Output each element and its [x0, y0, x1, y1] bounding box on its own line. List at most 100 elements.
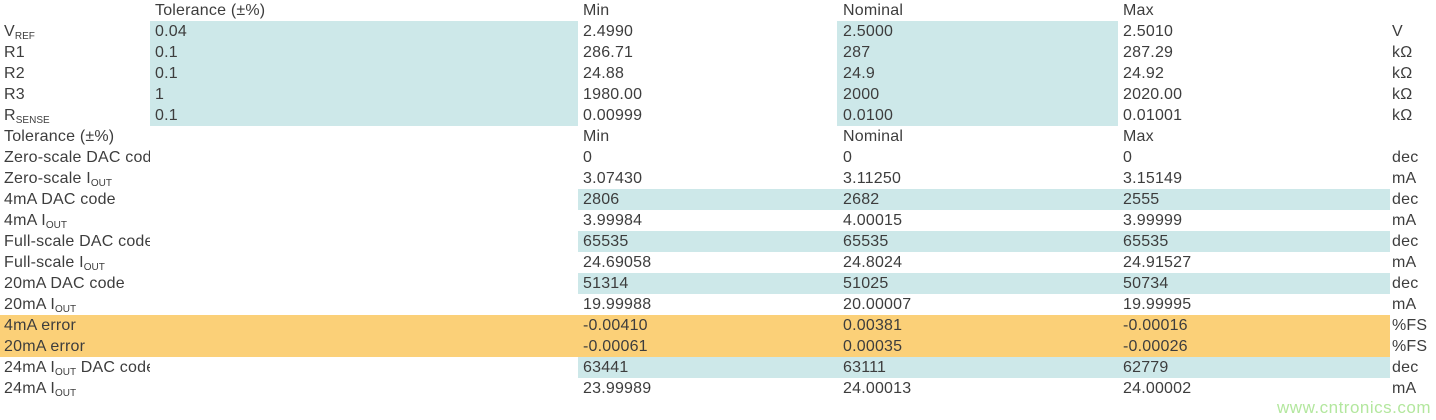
column-header-nominal: Nominal — [843, 2, 904, 19]
cell-label: R3 — [4, 86, 25, 103]
column-header-unit — [1390, 126, 1436, 147]
column-header-min: Min — [583, 128, 610, 145]
label-text: 4mA I — [4, 212, 46, 229]
subscript: SENSE — [15, 115, 50, 126]
table-row-r1: R1 0.1 286.71 287 287.29 kΩ — [0, 42, 1436, 63]
column-header-tolerance — [150, 126, 578, 147]
label-text: 24mA I — [4, 380, 56, 397]
table-row-vref: VREF 0.04 2.4990 2.5000 2.5010 V — [0, 21, 1436, 42]
column-header-unit — [1390, 0, 1436, 21]
cell-unit: %FS — [1392, 338, 1428, 355]
cell-min: 23.99989 — [583, 380, 652, 397]
cell-max: 3.15149 — [1123, 170, 1183, 187]
cell-nominal: 0 — [843, 149, 853, 166]
cell-label: 20mA DAC code — [4, 275, 125, 292]
cell-nominal: 65535 — [837, 231, 1118, 252]
cell-nominal: 2682 — [837, 189, 1118, 210]
cell-unit: mA — [1392, 170, 1417, 187]
cell-tolerance: 1 — [150, 84, 578, 105]
cell-unit: dec — [1392, 233, 1419, 250]
table-row-r3: R3 1 1980.00 2000 2020.00 kΩ — [0, 84, 1436, 105]
column-header-label — [0, 0, 150, 21]
label-text: 24mA I — [4, 359, 56, 376]
cell-min: 2.4990 — [583, 23, 634, 40]
table-row-r2: R2 0.1 24.88 24.9 24.92 kΩ — [0, 63, 1436, 84]
cell-min: 1980.00 — [583, 86, 643, 103]
cell-nominal: 51025 — [837, 273, 1118, 294]
subscript: OUT — [83, 262, 105, 273]
cell-nominal: 2.5000 — [837, 21, 1118, 42]
column-header-label: Tolerance (±%) — [4, 128, 115, 145]
cell-tolerance: 0.1 — [150, 42, 578, 63]
table-row-4ma-iout: 4mA IOUT 3.99984 4.00015 3.99999 mA — [0, 210, 1436, 231]
cell-min: 286.71 — [583, 44, 634, 61]
cell-min: -0.00061 — [578, 336, 837, 357]
cell-unit: mA — [1392, 380, 1417, 397]
column-header-max: Max — [1123, 128, 1154, 145]
column-header-max: Max — [1123, 2, 1154, 19]
cell-tolerance: 0.1 — [150, 105, 578, 126]
cell-label: Zero-scale DAC code — [4, 149, 150, 166]
table-row-20ma-iout: 20mA IOUT 19.99988 20.00007 19.99995 mA — [0, 294, 1436, 315]
cell-max: 24.91527 — [1123, 254, 1192, 271]
cell-min: 63441 — [578, 357, 837, 378]
subscript: OUT — [55, 304, 77, 315]
cell-nominal: 0.00381 — [837, 315, 1118, 336]
cell-tolerance — [150, 357, 578, 378]
cell-label: Full-scale DAC code — [4, 233, 150, 250]
cell-min: 24.69058 — [583, 254, 652, 271]
cell-tolerance — [150, 189, 578, 210]
cell-unit: mA — [1392, 212, 1417, 229]
subscript: REF — [14, 31, 35, 42]
cell-tolerance — [150, 315, 578, 336]
cell-max: 65535 — [1118, 231, 1390, 252]
cell-max: 24.00002 — [1123, 380, 1192, 397]
table-row-4ma-dac-code: 4mA DAC code 2806 2682 2555 dec — [0, 189, 1436, 210]
cell-min: 3.99984 — [583, 212, 643, 229]
cell-min: 0 — [583, 149, 593, 166]
cell-nominal: 287 — [837, 42, 1118, 63]
cell-label: Full-scale IOUT — [0, 252, 150, 273]
cell-unit: mA — [1392, 296, 1417, 313]
watermark: www.cntronics.com — [1277, 398, 1431, 417]
cell-label: Zero-scale IOUT — [0, 168, 150, 189]
cell-tolerance — [150, 273, 578, 294]
cell-label: 24mA IOUT DAC code — [0, 357, 150, 378]
cell-unit: %FS — [1392, 317, 1428, 334]
label-text: Full-scale I — [4, 254, 84, 271]
cell-unit: dec — [1392, 191, 1419, 208]
cell-tolerance — [150, 210, 578, 231]
subscript: OUT — [55, 367, 77, 378]
cell-nominal: 24.00013 — [843, 380, 912, 397]
cell-min: 3.07430 — [583, 170, 643, 187]
cell-nominal: 3.11250 — [843, 170, 902, 187]
cell-unit: dec — [1392, 149, 1419, 166]
cell-tolerance — [150, 294, 578, 315]
cell-tolerance: 0.04 — [150, 21, 578, 42]
cell-max: -0.00016 — [1118, 315, 1390, 336]
cell-min: 24.88 — [583, 65, 625, 82]
table-row-zero-scale-iout: Zero-scale IOUT 3.07430 3.11250 3.15149 mA — [0, 168, 1436, 189]
label-text: R — [4, 107, 16, 124]
cell-max: 62779 — [1118, 357, 1390, 378]
header-row-components-header: Tolerance (±%) Min Nominal Max — [0, 0, 1436, 21]
cell-label: 20mA IOUT — [0, 294, 150, 315]
subscript: OUT — [90, 178, 112, 189]
cell-tolerance — [150, 336, 578, 357]
cell-tolerance: 0.1 — [150, 63, 578, 84]
cell-unit: dec — [1392, 359, 1419, 376]
cell-min: 65535 — [578, 231, 837, 252]
cell-unit: kΩ — [1392, 86, 1413, 103]
cell-nominal: 20.00007 — [843, 296, 912, 313]
tolerance-table: Tolerance (±%) Min Nominal Max VREF 0.04 2.499… — [0, 0, 1436, 399]
table-row-24ma-iout: 24mA IOUT 23.99989 24.00013 24.00002 mA — [0, 378, 1436, 399]
cell-tolerance — [150, 231, 578, 252]
cell-unit: kΩ — [1392, 44, 1413, 61]
table-row-full-scale-iout: Full-scale IOUT 24.69058 24.8024 24.91527 mA — [0, 252, 1436, 273]
cell-nominal: 4.00015 — [843, 212, 903, 229]
cell-unit: mA — [1392, 254, 1417, 271]
cell-unit: dec — [1392, 275, 1419, 292]
cell-max: 3.99999 — [1123, 212, 1183, 229]
cell-tolerance — [150, 168, 578, 189]
cell-unit: kΩ — [1392, 65, 1413, 82]
